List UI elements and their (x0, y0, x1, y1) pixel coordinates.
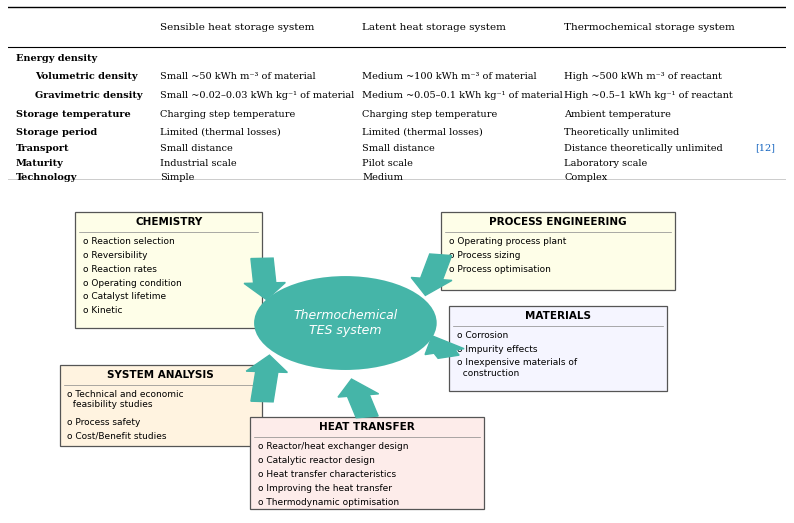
Text: [12]: [12] (755, 144, 775, 153)
FancyBboxPatch shape (75, 212, 262, 328)
Text: o Technical and economic
  feasibility studies: o Technical and economic feasibility stu… (67, 390, 184, 409)
Text: Thermochemical storage system: Thermochemical storage system (565, 22, 735, 32)
Text: Latent heat storage system: Latent heat storage system (362, 22, 506, 32)
Text: o Reactor/heat exchanger design: o Reactor/heat exchanger design (258, 442, 409, 451)
Polygon shape (246, 355, 287, 402)
Text: Charging step temperature: Charging step temperature (362, 110, 497, 119)
FancyBboxPatch shape (449, 305, 667, 391)
Text: o Catalyst lifetime: o Catalyst lifetime (83, 292, 167, 301)
Text: Limited (thermal losses): Limited (thermal losses) (362, 128, 483, 137)
Text: Limited (thermal losses): Limited (thermal losses) (160, 128, 280, 137)
Text: Ambient temperature: Ambient temperature (565, 110, 671, 119)
FancyBboxPatch shape (60, 365, 262, 447)
Text: o Process safety: o Process safety (67, 418, 141, 427)
Text: SYSTEM ANALYSIS: SYSTEM ANALYSIS (107, 370, 214, 380)
Text: HEAT TRANSFER: HEAT TRANSFER (319, 422, 415, 432)
Text: Storage period: Storage period (16, 128, 97, 137)
Text: o Impurity effects: o Impurity effects (457, 345, 537, 354)
Text: o Operating condition: o Operating condition (83, 279, 182, 288)
Polygon shape (244, 258, 285, 300)
Text: o Process sizing: o Process sizing (449, 251, 520, 260)
Text: High ~500 kWh m⁻³ of reactant: High ~500 kWh m⁻³ of reactant (565, 72, 723, 81)
Text: Theoretically unlimited: Theoretically unlimited (565, 128, 680, 137)
Text: o Reaction rates: o Reaction rates (83, 265, 157, 274)
Polygon shape (425, 336, 464, 358)
Text: Sensible heat storage system: Sensible heat storage system (160, 22, 314, 32)
Text: Gravimetric density: Gravimetric density (35, 91, 143, 100)
Text: Energy density: Energy density (16, 54, 97, 63)
Text: o Reaction selection: o Reaction selection (83, 237, 175, 246)
Text: Small distance: Small distance (362, 144, 435, 153)
FancyBboxPatch shape (250, 417, 484, 509)
Text: Industrial scale: Industrial scale (160, 160, 237, 168)
FancyBboxPatch shape (441, 212, 675, 290)
Text: Charging step temperature: Charging step temperature (160, 110, 295, 119)
Text: Maturity: Maturity (16, 160, 64, 168)
Text: o Cost/Benefit studies: o Cost/Benefit studies (67, 431, 167, 440)
Text: o Reversibility: o Reversibility (83, 251, 148, 260)
Text: o Heat transfer characteristics: o Heat transfer characteristics (258, 470, 396, 479)
Text: Transport: Transport (16, 144, 69, 153)
Text: Complex: Complex (565, 174, 607, 183)
Text: o Catalytic reactor design: o Catalytic reactor design (258, 456, 375, 465)
Text: Simple: Simple (160, 174, 194, 183)
Text: Distance theoretically unlimited: Distance theoretically unlimited (565, 144, 727, 153)
Text: Pilot scale: Pilot scale (362, 160, 413, 168)
Text: MATERIALS: MATERIALS (525, 311, 591, 321)
Text: Small distance: Small distance (160, 144, 233, 153)
Text: High ~0.5–1 kWh kg⁻¹ of reactant: High ~0.5–1 kWh kg⁻¹ of reactant (565, 91, 733, 100)
Polygon shape (338, 379, 379, 418)
Ellipse shape (254, 276, 437, 370)
Text: Small ~0.02–0.03 kWh kg⁻¹ of material: Small ~0.02–0.03 kWh kg⁻¹ of material (160, 91, 354, 100)
Text: Medium: Medium (362, 174, 403, 183)
Text: o Operating process plant: o Operating process plant (449, 237, 566, 246)
Text: Small ~50 kWh m⁻³ of material: Small ~50 kWh m⁻³ of material (160, 72, 315, 81)
Text: Technology: Technology (16, 174, 77, 183)
Text: o Thermodynamic optimisation: o Thermodynamic optimisation (258, 497, 399, 507)
Text: CHEMISTRY: CHEMISTRY (135, 217, 202, 227)
Text: PROCESS ENGINEERING: PROCESS ENGINEERING (489, 217, 626, 227)
Text: o Process optimisation: o Process optimisation (449, 265, 550, 274)
Text: Thermochemical
TES system: Thermochemical TES system (293, 309, 398, 337)
Text: o Improving the heat transfer: o Improving the heat transfer (258, 484, 392, 493)
Text: o Corrosion: o Corrosion (457, 331, 508, 339)
Text: Laboratory scale: Laboratory scale (565, 160, 648, 168)
Text: Medium ~100 kWh m⁻³ of material: Medium ~100 kWh m⁻³ of material (362, 72, 537, 81)
Text: Storage temperature: Storage temperature (16, 110, 130, 119)
Text: Medium ~0.05–0.1 kWh kg⁻¹ of material: Medium ~0.05–0.1 kWh kg⁻¹ of material (362, 91, 563, 100)
Text: o Inexpensive materials of
  construction: o Inexpensive materials of construction (457, 358, 576, 378)
Polygon shape (411, 254, 452, 295)
Text: o Kinetic: o Kinetic (83, 306, 123, 315)
Text: Volumetric density: Volumetric density (35, 72, 137, 81)
